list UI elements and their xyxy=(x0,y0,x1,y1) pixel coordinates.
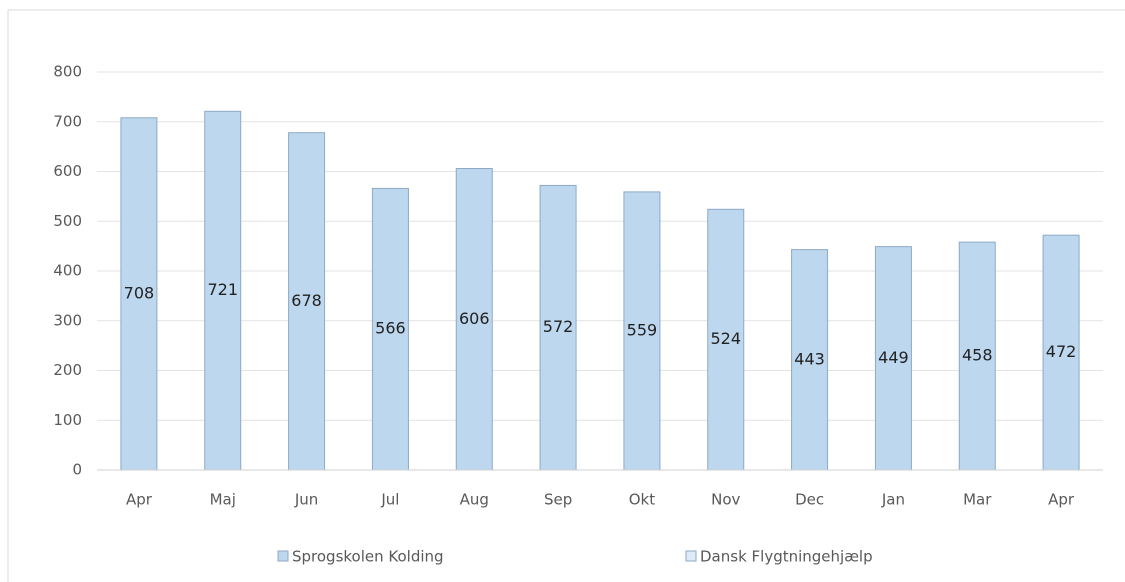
data-label: 708 xyxy=(124,283,155,302)
legend-label: Sprogskolen Kolding xyxy=(292,548,444,566)
data-label: 678 xyxy=(291,291,322,310)
bar xyxy=(623,191,661,471)
x-tick-label: Sep xyxy=(544,491,572,509)
bar xyxy=(455,168,493,471)
y-tick-label: 700 xyxy=(53,112,82,130)
data-label: 449 xyxy=(878,348,909,367)
y-tick-label: 400 xyxy=(53,262,82,280)
bar xyxy=(874,246,912,471)
bar xyxy=(204,110,242,471)
x-tick-label: Maj xyxy=(210,491,236,509)
x-tick-label: Jun xyxy=(294,491,318,509)
data-label: 524 xyxy=(710,329,741,348)
data-label: 559 xyxy=(627,320,658,339)
x-tick-label: Nov xyxy=(711,491,740,509)
data-label: 572 xyxy=(543,317,574,336)
x-tick-label: Apr xyxy=(1048,491,1075,509)
y-tick-label: 300 xyxy=(53,311,82,329)
x-tick-label: Apr xyxy=(126,491,153,509)
bar xyxy=(958,241,996,471)
y-tick-label: 600 xyxy=(53,162,82,180)
x-tick-label: Jan xyxy=(881,491,905,509)
bar xyxy=(707,208,745,471)
data-label: 606 xyxy=(459,309,490,328)
x-tick-label: Dec xyxy=(795,491,824,509)
bar xyxy=(791,249,829,471)
y-tick-label: 100 xyxy=(53,411,82,429)
y-tick-label: 800 xyxy=(53,63,82,81)
x-tick-label: Mar xyxy=(963,491,992,509)
bar xyxy=(288,132,326,471)
bar xyxy=(1042,234,1080,471)
legend-label: Dansk Flygtningehjælp xyxy=(700,548,873,566)
x-tick-label: Aug xyxy=(460,491,489,509)
data-label: 443 xyxy=(794,349,825,368)
legend-swatch xyxy=(277,550,289,562)
y-tick-label: 200 xyxy=(53,361,82,379)
x-tick-label: Okt xyxy=(629,491,655,509)
x-tick-label: Jul xyxy=(380,491,399,509)
legend-swatch xyxy=(685,550,697,562)
bar xyxy=(371,187,409,471)
y-tick-label: 500 xyxy=(53,212,82,230)
bar xyxy=(539,184,577,471)
data-label: 458 xyxy=(962,346,993,365)
data-label: 472 xyxy=(1046,342,1077,361)
data-label: 721 xyxy=(207,280,238,299)
bar xyxy=(120,117,158,471)
data-label: 566 xyxy=(375,319,406,338)
y-tick-label: 0 xyxy=(72,461,82,479)
